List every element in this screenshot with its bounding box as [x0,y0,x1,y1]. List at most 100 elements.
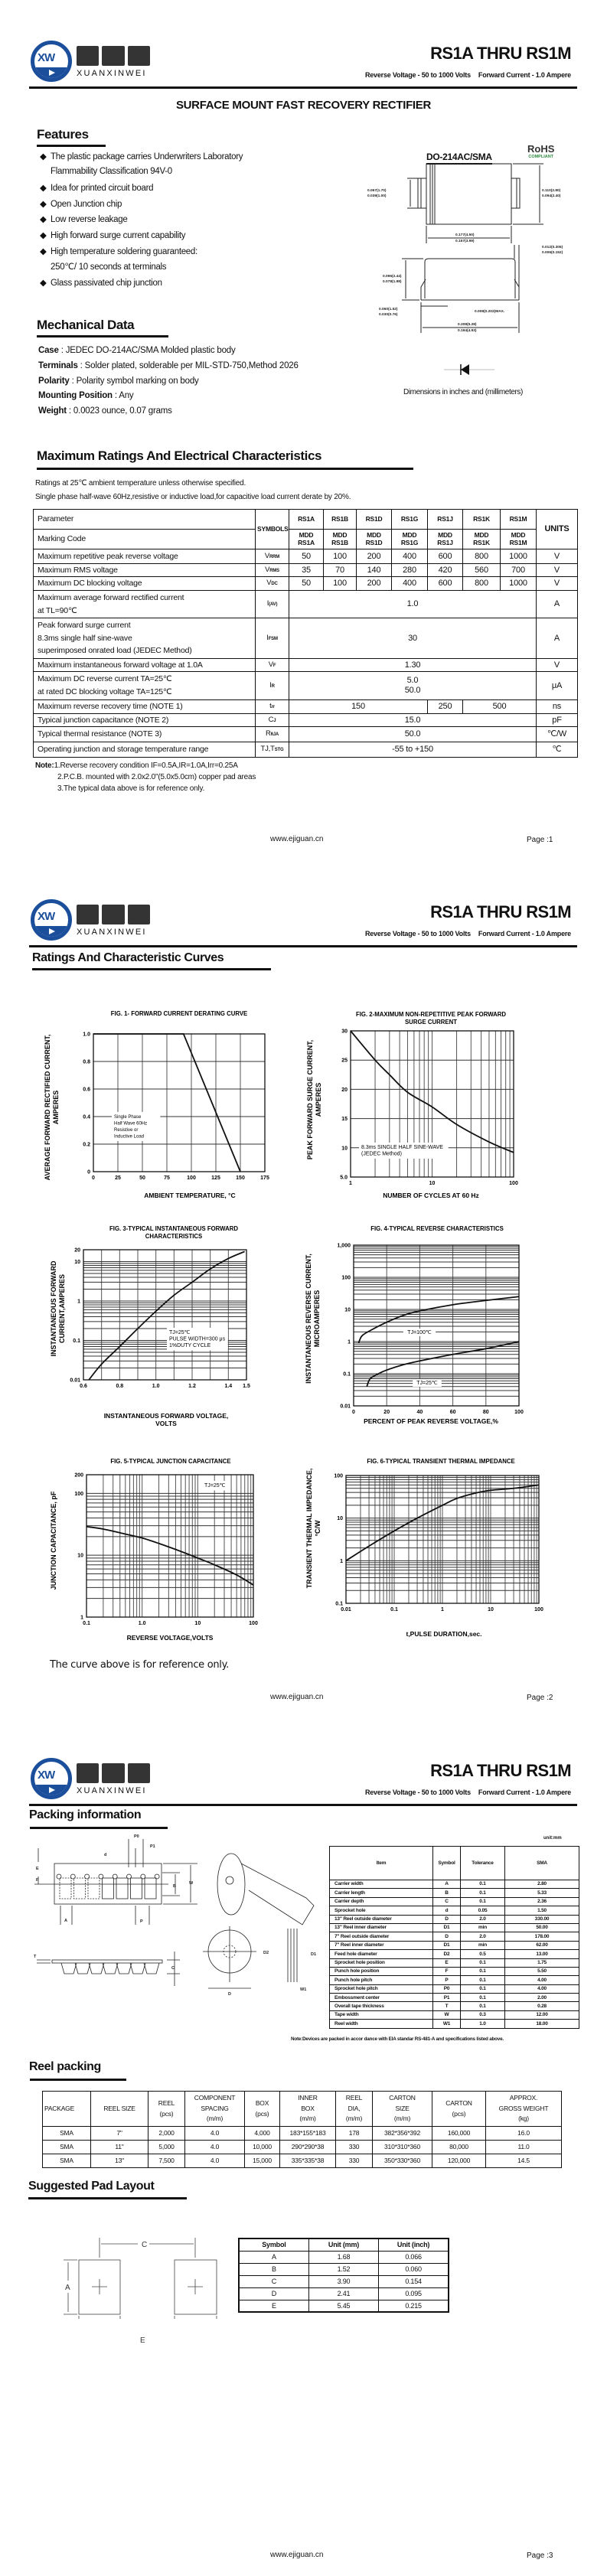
symbol-main: V [268,660,273,669]
table-cell: 0.1 [460,2001,505,2011]
header-line: DIA, [348,2104,361,2112]
logo-chinese-lettering [77,905,150,924]
x-tick-label: 0.1 [390,1607,398,1612]
value-cell: 5.0 50.0 [289,671,537,700]
header-line: INNER [298,2094,318,2102]
sprocket-hole [140,1873,146,1880]
table-cell: 7" Reel outside diameter [329,1932,433,1942]
y-tick-label: 25 [341,1058,348,1064]
table-cell: C [238,2274,309,2288]
value-cell: 700 [500,563,537,577]
y-tick-label: 100 [341,1276,351,1281]
bullet-diamond-icon: ◆ [40,231,47,240]
y-axis-label: TRANSIENT THERMAL IMPEDANCE, [305,1469,313,1589]
sprocket-hole [84,1873,90,1880]
table-cell: 16.0 [485,2126,562,2141]
table-cell: 4.0 [184,2126,245,2141]
series-line [366,1341,520,1387]
table-cell: SMA [42,2140,91,2154]
chart-title: FIG. 6-TYPICAL TRANSIENT THERMAL IMPEDAN… [367,1458,514,1465]
label-d2: D2 [263,1951,269,1955]
mechanical-item: Weight : 0.0023 ounce, 0.07 grams [38,406,172,416]
y-tick-label: 1 [348,1340,351,1345]
rohs-text: RoHS [527,143,555,155]
chart-annotation: Resistive or [114,1128,138,1133]
footer-page-number: Page :1 [527,836,553,844]
column-header: COMPONENT SPACING (m/m) [184,2091,245,2127]
y-tick-label: 30 [341,1029,348,1035]
table-row: 7" Reel inner diameter D1 min 62.00 [329,1940,579,1951]
chart-fig-1: 0 25 50 75 100 125 150 175 0 0.2 0.4 0.6 0.8 1.0 FIG. … [44,1010,269,1199]
x-tick-label: 20 [383,1410,390,1415]
label-p: P [140,1919,143,1924]
table-cell: 2.41 [308,2287,380,2300]
x-tick-label: 0 [92,1176,95,1181]
chart-annotation: (JEDEC Method) [361,1152,402,1157]
header-line: REEL SIZE [103,2104,135,2112]
table-cell: A [432,1879,461,1890]
y-tick-label: 1 [80,1616,83,1621]
x-tick-label: 100 [509,1181,518,1186]
table-cell: 18.00 [504,2019,579,2029]
header-line: SPACING [201,2104,229,2112]
table-cell: SMA [42,2154,91,2168]
x-tick-label: 10 [194,1621,201,1626]
plot-frame [93,1033,266,1172]
symbol-subscript: RMS [269,568,279,573]
chart-title: SURGE CURRENT [405,1019,457,1026]
symbol-main: t [269,702,272,711]
forward-current-spec: Forward Current - 1.0 Ampere [478,1789,571,1796]
label-c: C [171,1966,175,1971]
table-cell: W [432,2010,461,2020]
table-cell: 7" [90,2126,148,2141]
x-tick-label: 1 [441,1607,444,1612]
table-row: 13" Reel outside diameter D 2.0 330.00 [329,1914,579,1924]
table-cell: 5.50 [504,1966,579,1977]
table-row: Carrier length B 0.1 5.33 [329,1888,579,1898]
x-axis-label: AMBIENT TEMPERATURE, °C [144,1192,235,1199]
value-cell: 800 [462,576,501,591]
x-tick-label: 1 [349,1181,352,1186]
table-row: Carrier width A 0.1 2.80 [329,1879,579,1890]
marking-code-row: Marking Code MDD RS1A MDD RS1B MDD RS1D MDD RS1G… [33,529,578,549]
symbol-main: R [266,729,271,739]
dim-lead-thickness-min: 0.006(0.152) [542,250,563,255]
packing-note: Note:Devices are packed in accor dance w… [291,2036,504,2042]
table-cell: SMA [42,2126,91,2141]
symbol-main: V [264,551,270,560]
pad-layout-drawing: C A B D [64,2238,217,2319]
reel-packing-heading: Reel packing [29,2060,101,2073]
forward-current-spec: Forward Current - 1.0 Ampere [478,930,571,937]
part-number-header: RS1D [356,509,392,530]
bullet-diamond-icon: ◆ [40,215,47,225]
footer-website: www.ejiguan.cn [270,835,324,843]
header-line: (pcs) [159,2109,174,2118]
plot-frame [350,1030,514,1178]
carrier-pocket [59,1877,72,1899]
table-cell: d [432,1906,461,1916]
feature-item: ◆ Low reverse leakage [40,214,128,225]
symbol-subscript: θJA [270,732,279,738]
table-row: SMA 7" 2,000 4.0 4,000 183*155*183 178 382*356*… [42,2126,562,2141]
heading-underline [37,335,168,337]
value-cell: 100 [323,576,357,591]
curves-heading: Ratings And Characteristic Curves [32,951,224,964]
symbol-subscript: DC [271,582,278,587]
table-cell: Carrier width [329,1879,433,1890]
table-cell: D1 [432,1922,461,1933]
column-header: REEL SIZE [90,2091,148,2127]
parameter-line: superimposed onrated load (JEDEC Method) [38,646,192,656]
y-tick-label: 1 [340,1559,343,1564]
symbol-cell: VRRM [255,549,289,564]
table-row: D 2.41 0.095 [238,2287,449,2300]
y-axis-label: MICROAMPERES [313,1290,321,1348]
x-tick-label: 0.6 [80,1384,87,1389]
table-row: Sprocket hole d 0.05 1.50 [329,1906,579,1916]
series-label-bg [403,1329,436,1336]
column-header: REEL DIA, (m/m) [335,2091,373,2127]
table-cell: 7,500 [148,2154,185,2168]
parameter-line: Peak forward surge current [38,620,131,630]
x-axis-label: t,PULSE DURATION,sec. [406,1630,481,1638]
table-cell: 0.060 [378,2262,449,2276]
marking-code-cell: MDD RS1A [289,529,324,549]
